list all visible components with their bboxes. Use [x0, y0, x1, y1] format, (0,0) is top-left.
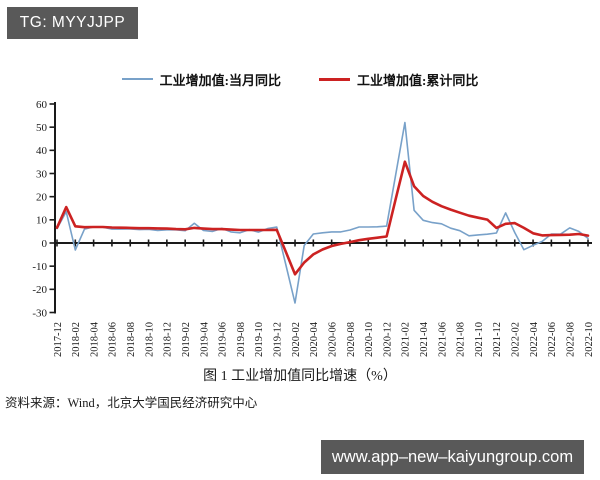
svg-text:2018-04: 2018-04 [89, 321, 100, 357]
svg-text:2021-06: 2021-06 [437, 322, 448, 357]
legend-line-cumulative-yoy [319, 77, 350, 81]
svg-text:-10: -10 [32, 261, 47, 273]
svg-text:2019-02: 2019-02 [181, 322, 192, 357]
svg-text:2019-04: 2019-04 [199, 321, 210, 357]
svg-text:2021-04: 2021-04 [419, 321, 430, 357]
svg-text:2020-08: 2020-08 [346, 322, 357, 357]
svg-text:2019-10: 2019-10 [254, 322, 265, 357]
svg-text:2020-04: 2020-04 [309, 321, 320, 357]
svg-text:2020-12: 2020-12 [382, 322, 393, 357]
svg-text:2017-12: 2017-12 [53, 322, 64, 357]
svg-text:2018-02: 2018-02 [71, 322, 82, 357]
svg-text:60: 60 [36, 99, 48, 111]
svg-text:2021-10: 2021-10 [474, 322, 485, 357]
svg-text:2018-08: 2018-08 [126, 322, 137, 357]
website-watermark-bar: www.app–new–kaiyungroup.com [321, 440, 584, 474]
svg-text:2021-02: 2021-02 [401, 322, 412, 357]
chart-legend: 工业增加值:当月同比 工业增加值:累计同比 [0, 70, 600, 88]
svg-text:10: 10 [36, 215, 48, 227]
svg-text:2022-06: 2022-06 [547, 322, 558, 357]
svg-text:2021-12: 2021-12 [492, 322, 503, 357]
svg-text:-20: -20 [32, 284, 47, 296]
svg-text:2018-10: 2018-10 [144, 322, 155, 357]
svg-text:2019-08: 2019-08 [236, 322, 247, 357]
svg-text:-30: -30 [32, 307, 47, 319]
svg-text:2018-12: 2018-12 [163, 322, 174, 357]
svg-text:50: 50 [36, 122, 48, 134]
svg-text:30: 30 [36, 168, 48, 180]
svg-text:2019-12: 2019-12 [273, 322, 284, 357]
tg-watermark-badge: TG: MYYJJPP [7, 7, 138, 39]
figure-caption: 图 1 工业增加值同比增速（%） [203, 369, 397, 384]
svg-text:2019-06: 2019-06 [218, 322, 229, 357]
legend-label-monthly-yoy: 工业增加值:当月同比 [159, 72, 281, 88]
svg-text:2018-06: 2018-06 [108, 322, 119, 357]
svg-text:2020-02: 2020-02 [291, 322, 302, 357]
svg-text:2022-08: 2022-08 [565, 322, 576, 357]
legend-line-monthly-yoy [121, 78, 153, 80]
svg-text:2022-02: 2022-02 [511, 322, 522, 357]
legend-item-monthly-yoy: 工业增加值:当月同比 [121, 70, 281, 89]
svg-text:0: 0 [42, 238, 48, 250]
legend-item-cumulative-yoy: 工业增加值:累计同比 [319, 70, 478, 89]
svg-text:40: 40 [36, 145, 48, 157]
svg-text:2022-04: 2022-04 [529, 321, 540, 357]
svg-text:20: 20 [36, 191, 48, 203]
legend-label-cumulative-yoy: 工业增加值:累计同比 [357, 72, 479, 88]
svg-text:2020-10: 2020-10 [364, 322, 375, 357]
source-note: 资料来源：Wind，北京大学国民经济研究中心 [5, 396, 258, 410]
svg-text:2020-06: 2020-06 [327, 322, 338, 357]
svg-text:2022-10: 2022-10 [584, 322, 595, 357]
svg-text:2021-08: 2021-08 [456, 322, 467, 357]
